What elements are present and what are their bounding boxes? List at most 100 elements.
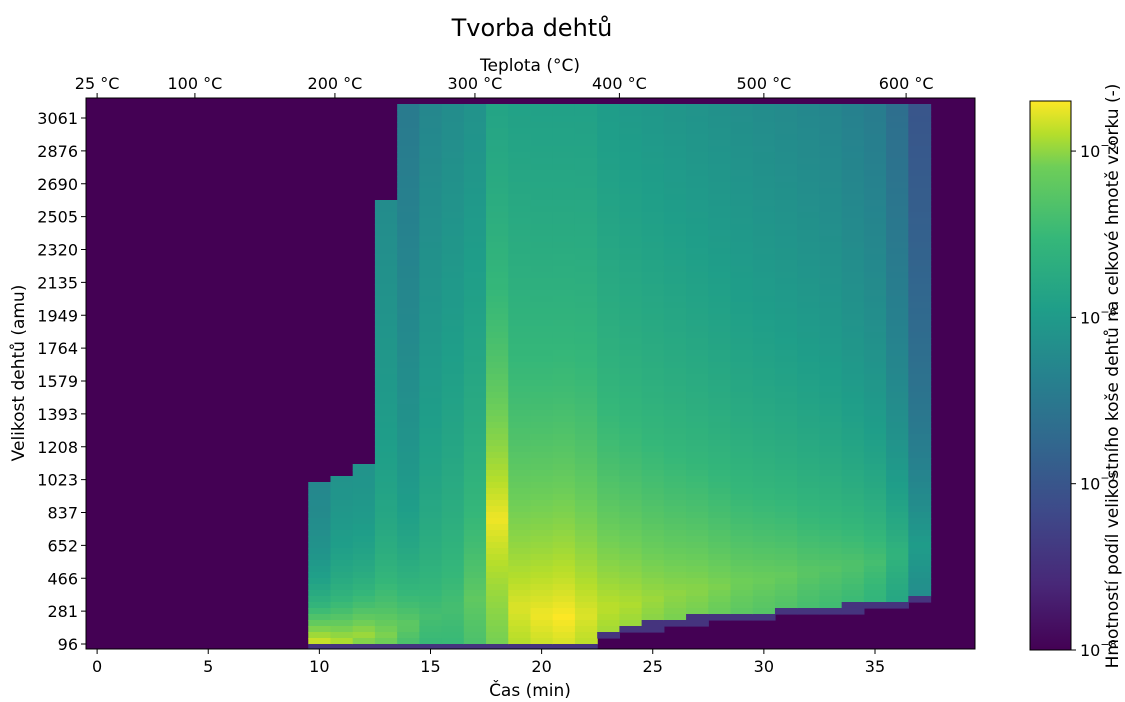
heatmap-cell [774, 482, 798, 489]
heatmap-cell [708, 386, 732, 393]
heatmap-cell [530, 314, 554, 321]
heatmap-cell [619, 266, 643, 273]
heatmap-cell [619, 134, 643, 141]
heatmap-cell [574, 632, 598, 639]
heatmap-cell [463, 212, 487, 219]
heatmap-cell [663, 110, 687, 117]
heatmap-cell [641, 104, 665, 111]
heatmap-cell [419, 164, 443, 171]
top-tick-label: 400 °C [592, 74, 647, 93]
heatmap-cell [797, 284, 821, 291]
heatmap-cell [397, 494, 420, 501]
heatmap-cell [708, 188, 732, 195]
heatmap-cell [574, 440, 598, 447]
heatmap-cell [330, 530, 354, 537]
heatmap-cell [552, 458, 576, 465]
heatmap-cell [663, 314, 687, 321]
heatmap-column [819, 104, 843, 615]
heatmap-cell [619, 284, 643, 291]
heatmap-cell [619, 428, 643, 435]
x-tick-label: 15 [420, 657, 440, 676]
heatmap-cell [663, 206, 687, 213]
heatmap-cell [308, 566, 332, 573]
colorbar-tick-label: 10−7 [1080, 472, 1117, 494]
heatmap-cell [486, 644, 509, 649]
heatmap-cell [352, 584, 376, 591]
heatmap-cell [508, 596, 532, 603]
heatmap-cell [530, 488, 554, 495]
heatmap-cell [508, 104, 532, 111]
heatmap-cell [641, 458, 665, 465]
heatmap-cell [841, 596, 865, 603]
heatmap-column [352, 464, 376, 649]
heatmap-cell [619, 386, 643, 393]
heatmap-cell [686, 128, 709, 135]
heatmap-cell [841, 554, 865, 561]
heatmap-cell [841, 314, 865, 321]
heatmap-cell [552, 476, 576, 483]
heatmap-cell [308, 644, 332, 649]
heatmap-cell [397, 314, 420, 321]
heatmap-cell [397, 566, 420, 573]
heatmap-cell [486, 272, 509, 279]
heatmap-cell [397, 206, 420, 213]
heatmap-cell [730, 170, 754, 177]
heatmap-cell [441, 152, 465, 159]
heatmap-cell [686, 482, 709, 489]
heatmap-cell [463, 380, 487, 387]
heatmap-cell [686, 458, 709, 465]
heatmap-cell [841, 404, 865, 411]
heatmap-cell [752, 308, 776, 315]
heatmap-cell [597, 614, 620, 621]
heatmap-cell [463, 338, 487, 345]
heatmap-cell [841, 230, 865, 237]
heatmap-cell [619, 350, 643, 357]
heatmap-cell [508, 524, 532, 531]
heatmap-cell [663, 182, 687, 189]
heatmap-cell [486, 122, 509, 129]
heatmap-cell [508, 626, 532, 633]
heatmap-cell [819, 224, 843, 231]
heatmap-cell [752, 392, 776, 399]
heatmap-cell [752, 434, 776, 441]
heatmap-cell [774, 182, 798, 189]
heatmap-cell [597, 116, 620, 123]
heatmap-cell [708, 128, 732, 135]
heatmap-cell [641, 158, 665, 165]
heatmap-cell [619, 278, 643, 285]
heatmap-cell [819, 266, 843, 273]
heatmap-cell [752, 554, 776, 561]
heatmap-cell [508, 362, 532, 369]
heatmap-cell [641, 272, 665, 279]
colorbar-ticks: 10−810−710−610−5 [1071, 139, 1117, 660]
heatmap-cell [797, 476, 821, 483]
heatmap-column [841, 104, 865, 615]
heatmap-cell [508, 236, 532, 243]
heatmap-cell [508, 482, 532, 489]
heatmap-cell [708, 104, 732, 111]
heatmap-cell [552, 290, 576, 297]
heatmap-cell [508, 350, 532, 357]
heatmap-cell [597, 266, 620, 273]
heatmap-cell [708, 500, 732, 507]
heatmap-cell [552, 518, 576, 525]
heatmap-cell [774, 458, 798, 465]
heatmap-cell [486, 638, 509, 645]
heatmap-cell [508, 272, 532, 279]
heatmap-cell [486, 194, 509, 201]
heatmap-cell [863, 494, 887, 501]
heatmap-cell [574, 362, 598, 369]
heatmap-cell [397, 446, 420, 453]
heatmap-cell [397, 572, 420, 579]
heatmap-cell [863, 254, 887, 261]
heatmap-cell [641, 296, 665, 303]
heatmap-cell [686, 164, 709, 171]
heatmap-cell [574, 542, 598, 549]
heatmap-cell [619, 380, 643, 387]
heatmap-cell [797, 512, 821, 519]
heatmap-cell [463, 392, 487, 399]
heatmap-cell [374, 200, 398, 207]
heatmap-cell [663, 368, 687, 375]
heatmap-cell [686, 158, 709, 165]
heatmap-cell [641, 314, 665, 321]
